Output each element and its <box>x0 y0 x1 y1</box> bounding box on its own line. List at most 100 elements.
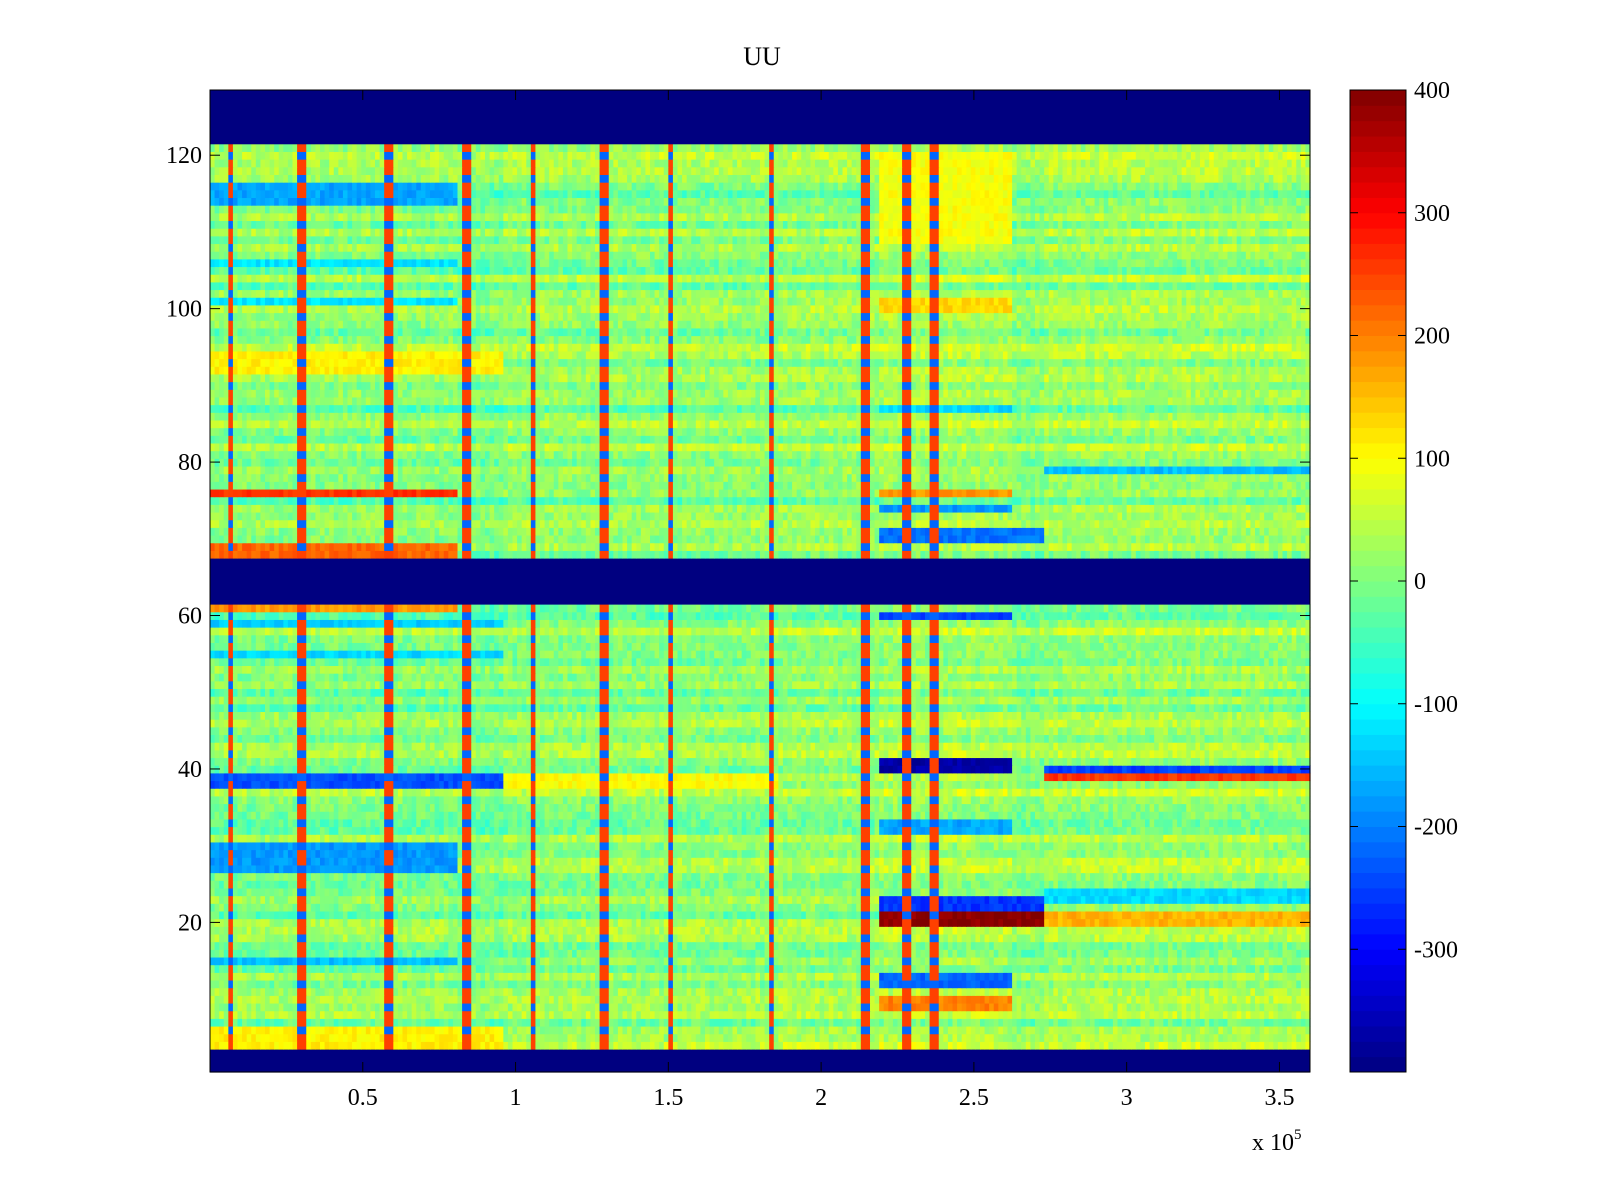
heatmap-cell <box>223 972 229 981</box>
heatmap-cell <box>411 910 417 920</box>
heatmap-cell <box>714 1002 720 1012</box>
heatmap-cell <box>430 964 436 973</box>
heatmap-cell <box>617 895 624 904</box>
heatmap-cell <box>952 1041 958 1050</box>
heatmap-cell <box>1245 987 1252 996</box>
heatmap-cell <box>906 1025 912 1035</box>
heatmap-cell <box>411 979 417 989</box>
heatmap-cell <box>906 903 912 912</box>
heatmap-cell <box>558 987 564 996</box>
heatmap-cell <box>301 895 307 904</box>
heatmap-cell <box>961 941 967 950</box>
heatmap-cell <box>902 926 908 935</box>
heatmap-cell <box>1080 895 1087 904</box>
heatmap-cell <box>251 903 257 912</box>
heatmap-cell <box>310 1025 317 1035</box>
heatmap-cell <box>654 895 660 904</box>
heatmap-cell <box>283 1010 289 1019</box>
heatmap-cell <box>535 1033 541 1042</box>
heatmap-cell <box>1149 1041 1155 1050</box>
heatmap-cell <box>672 949 679 958</box>
heatmap-cell <box>934 1041 940 1050</box>
heatmap-cell <box>512 941 518 950</box>
heatmap-cell <box>1108 1025 1114 1035</box>
heatmap-cell <box>1030 995 1036 1004</box>
heatmap-cell <box>1232 995 1238 1004</box>
heatmap-cell <box>1167 1010 1174 1019</box>
heatmap-cell <box>993 903 999 912</box>
heatmap-cell <box>925 972 931 981</box>
heatmap-cell <box>1131 1033 1137 1042</box>
heatmap-cell <box>1305 903 1311 912</box>
heatmap-cell <box>617 979 624 989</box>
heatmap-cell <box>1296 1002 1302 1012</box>
heatmap-cell <box>329 1002 335 1012</box>
heatmap-cell <box>1268 1041 1274 1050</box>
heatmap-cell <box>682 926 688 935</box>
heatmap-cell <box>324 918 330 927</box>
heatmap-cell <box>1094 910 1100 920</box>
heatmap-cell <box>947 1033 954 1042</box>
heatmap-cell <box>805 956 812 966</box>
heatmap-cell <box>677 903 683 912</box>
heatmap-cell <box>943 926 949 935</box>
heatmap-cell <box>897 926 903 935</box>
heatmap-cell <box>888 910 894 920</box>
heatmap-cell <box>530 1002 537 1012</box>
heatmap-cell <box>480 918 486 927</box>
heatmap-cell <box>260 933 266 943</box>
heatmap-cell <box>970 956 977 966</box>
heatmap-cell <box>1255 918 1261 927</box>
heatmap-cell <box>732 918 738 927</box>
heatmap-cell <box>287 1033 294 1042</box>
heatmap-cell <box>260 1010 266 1019</box>
heatmap-cell <box>1126 1010 1132 1019</box>
heatmap-cell <box>1145 895 1151 904</box>
heatmap-cell <box>966 1002 972 1012</box>
heatmap-cell <box>636 1018 642 1027</box>
heatmap-cell <box>915 964 922 973</box>
heatmap-cell <box>526 895 532 904</box>
heatmap-cell <box>375 956 381 966</box>
heatmap-cell <box>746 1002 752 1012</box>
heatmap-cell <box>627 995 633 1004</box>
heatmap-cell <box>627 964 633 973</box>
heatmap-cell <box>659 941 665 950</box>
heatmap-cell <box>769 1033 775 1042</box>
heatmap-cell <box>1012 1002 1018 1012</box>
heatmap-cell <box>934 995 940 1004</box>
heatmap-cell <box>654 910 660 920</box>
heatmap-cell <box>1030 933 1036 943</box>
heatmap-cell <box>278 987 284 996</box>
heatmap-cell <box>1213 956 1219 966</box>
heatmap-cell <box>631 1041 637 1050</box>
heatmap-cell <box>1122 949 1128 958</box>
heatmap-cell <box>654 956 660 966</box>
heatmap-cell <box>265 972 271 981</box>
heatmap-cell <box>608 949 614 958</box>
heatmap-cell <box>1273 941 1279 950</box>
heatmap-cell <box>1016 910 1022 920</box>
heatmap-cell <box>301 956 307 966</box>
heatmap-cell <box>1012 979 1018 989</box>
heatmap-cell <box>1062 987 1068 996</box>
heatmap-cell <box>787 910 793 920</box>
heatmap-cell <box>599 895 605 904</box>
heatmap-cell <box>613 964 619 973</box>
heatmap-cell <box>1090 964 1096 973</box>
heatmap-cell <box>544 964 550 973</box>
heatmap-cell <box>315 895 321 904</box>
heatmap-cell <box>512 972 518 981</box>
heatmap-row-masked <box>210 1048 1310 1058</box>
heatmap-cell <box>627 933 633 943</box>
heatmap-cell <box>365 903 372 912</box>
heatmap-cell <box>663 1033 669 1042</box>
heatmap-cell <box>865 995 871 1004</box>
heatmap-cell <box>805 1018 812 1027</box>
heatmap-cell <box>723 972 729 981</box>
heatmap-cell <box>1025 979 1032 989</box>
heatmap-cell <box>943 941 949 950</box>
heatmap-cell <box>347 910 353 920</box>
heatmap-cell <box>1222 1002 1229 1012</box>
heatmap-cell <box>342 949 349 958</box>
